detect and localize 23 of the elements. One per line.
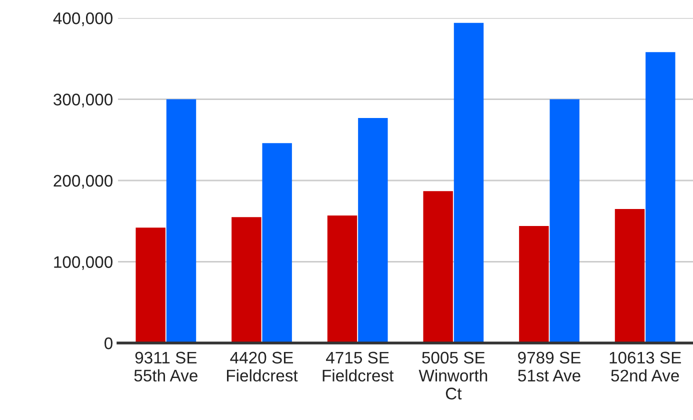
x-tick-label: 4715 SE Fieldcrest [322,352,394,382]
bar [136,228,166,343]
x-tick-label: 5005 SE Winworth Ct [418,352,488,400]
bar [232,217,262,343]
x-tick-label: 9311 SE 55th Ave [134,352,198,382]
bar [358,118,388,343]
y-tick-label: 100,000 [54,256,112,270]
x-tick-label: 9789 SE 51st Ave [518,352,581,382]
y-tick-label: 0 [104,337,112,350]
bar [262,143,292,343]
x-tick-label: 10613 SE 52nd Ave [610,352,681,382]
x-tick-label: 4420 SE Fieldcrest [227,352,298,382]
bar [646,52,676,343]
bar [423,191,453,343]
bar [327,215,358,343]
bar [614,208,645,343]
y-tick-label: 200,000 [54,174,112,189]
y-tick-label: 300,000 [54,94,112,108]
bar [454,22,484,343]
bar [519,226,549,343]
y-tick-label: 400,000 [53,12,112,26]
bar [550,99,580,343]
bar [166,99,196,343]
